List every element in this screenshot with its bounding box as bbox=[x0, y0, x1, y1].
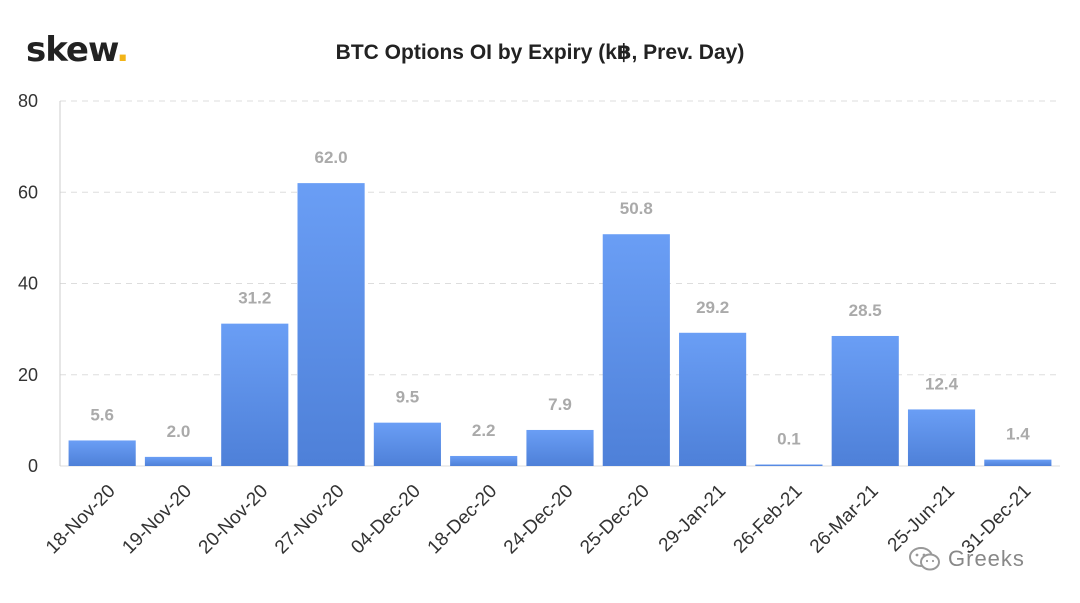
x-tick-label: 26-Feb-21 bbox=[730, 481, 807, 558]
data-label-20-Nov-20: 31.2 bbox=[238, 289, 271, 308]
bar-31-Dec-21 bbox=[984, 459, 1052, 466]
x-tick-label: 20-Nov-20 bbox=[195, 481, 273, 559]
x-tick-label: 26-Mar-21 bbox=[806, 481, 883, 558]
y-tick-label: 20 bbox=[18, 365, 38, 385]
watermark-text: Greeks bbox=[948, 546, 1025, 571]
bar-25-Jun-21 bbox=[907, 409, 976, 466]
bar-20-Nov-20 bbox=[221, 323, 289, 466]
x-tick-label: 25-Dec-20 bbox=[576, 481, 654, 559]
bars bbox=[68, 183, 1052, 466]
y-tick-label: 0 bbox=[28, 456, 38, 476]
data-label-31-Dec-21: 1.4 bbox=[1006, 425, 1030, 444]
data-label-24-Dec-20: 7.9 bbox=[548, 395, 572, 414]
x-tick-label: 04-Dec-20 bbox=[347, 481, 425, 559]
bar-26-Mar-21 bbox=[831, 335, 899, 466]
bar-18-Dec-20 bbox=[450, 455, 518, 466]
x-tick-label: 18-Nov-20 bbox=[42, 481, 120, 559]
data-label-04-Dec-20: 9.5 bbox=[396, 388, 420, 407]
y-tick-label: 40 bbox=[18, 274, 38, 294]
bar-27-Nov-20 bbox=[297, 183, 365, 466]
data-label-25-Dec-20: 50.8 bbox=[620, 199, 653, 218]
skew-logo: skew. bbox=[26, 30, 129, 70]
x-tick-label: 27-Nov-20 bbox=[271, 481, 349, 559]
data-label-18-Nov-20: 5.6 bbox=[90, 405, 114, 424]
x-axis-labels: 18-Nov-2019-Nov-2020-Nov-2027-Nov-2004-D… bbox=[42, 481, 1035, 559]
x-tick-label: 19-Nov-20 bbox=[118, 481, 196, 559]
data-label-26-Mar-21: 28.5 bbox=[849, 301, 882, 320]
logo-dot: . bbox=[116, 30, 129, 70]
bar-18-Nov-20 bbox=[68, 440, 136, 466]
bar-26-Feb-21 bbox=[755, 464, 823, 466]
y-axis-ticks: 0 20 40 60 80 bbox=[18, 91, 38, 476]
x-tick-label: 18-Dec-20 bbox=[424, 481, 502, 559]
bar-29-Jan-21 bbox=[679, 332, 747, 466]
watermark: Greeks bbox=[908, 545, 1025, 573]
wechat-icon bbox=[909, 547, 940, 571]
data-labels: 5.6 2.0 31.2 62.0 9.5 2.2 7.9 50.8 29.2 0.1 28.5 12… bbox=[90, 148, 1030, 448]
x-tick-label: 29-Jan-21 bbox=[655, 481, 730, 556]
x-tick-label: 24-Dec-20 bbox=[500, 481, 578, 559]
data-label-26-Feb-21: 0.1 bbox=[777, 430, 801, 449]
y-tick-label: 80 bbox=[18, 91, 38, 111]
chart-title: BTC Options OI by Expiry (k฿, Prev. Day) bbox=[335, 41, 745, 64]
bar-24-Dec-20 bbox=[526, 429, 594, 466]
data-label-19-Nov-20: 2.0 bbox=[167, 422, 191, 441]
y-tick-label: 60 bbox=[18, 182, 38, 202]
data-label-18-Dec-20: 2.2 bbox=[472, 421, 496, 440]
data-label-29-Jan-21: 29.2 bbox=[696, 298, 729, 317]
bar-25-Dec-20 bbox=[602, 234, 670, 466]
data-label-25-Jun-21: 12.4 bbox=[925, 374, 959, 393]
bar-04-Dec-20 bbox=[373, 422, 441, 466]
data-label-27-Nov-20: 62.0 bbox=[315, 148, 348, 167]
bar-19-Nov-20 bbox=[144, 456, 213, 466]
